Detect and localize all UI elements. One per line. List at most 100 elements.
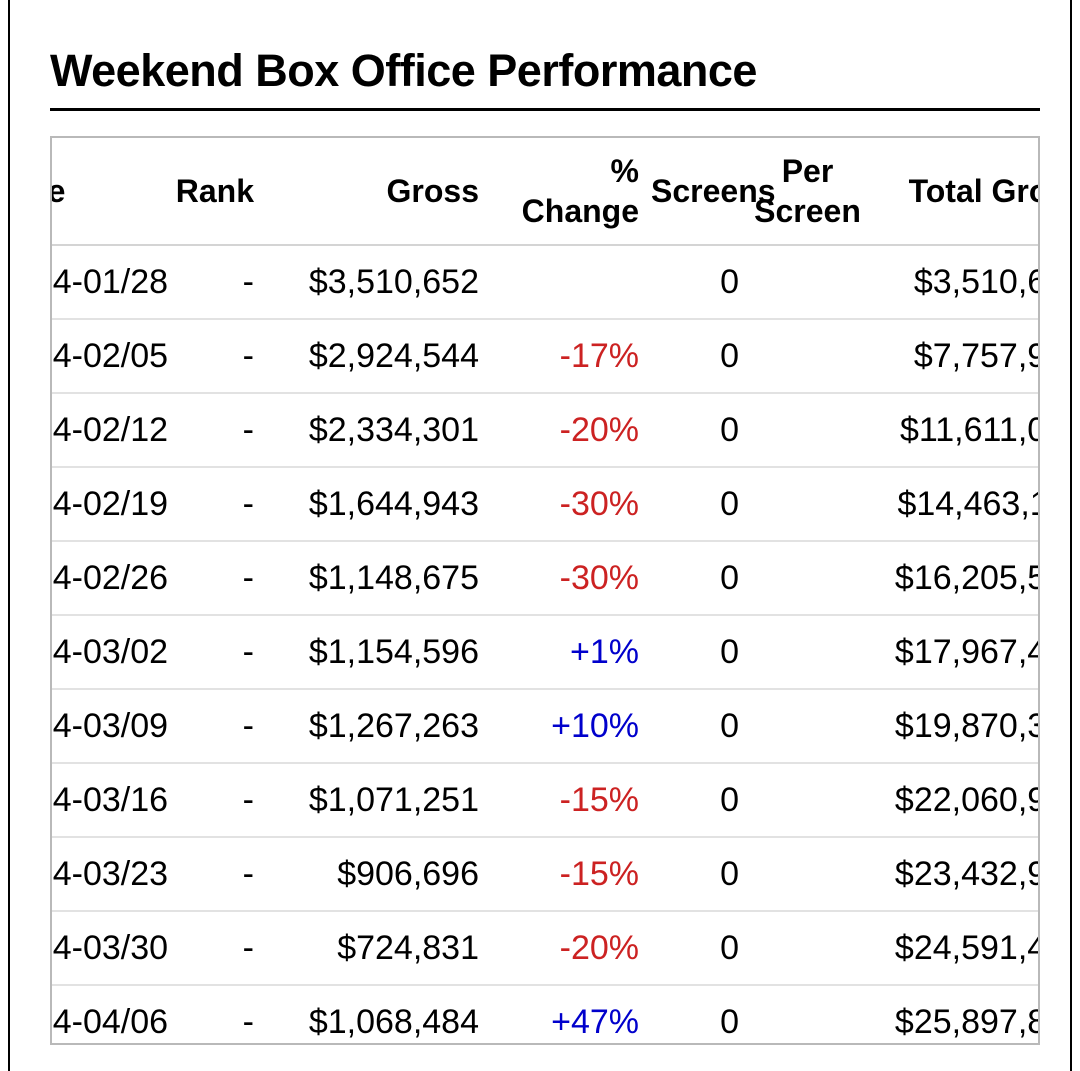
cell-date: 2024-02/12	[52, 392, 168, 467]
cell-screens: 0	[645, 984, 745, 1043]
cell-total-gross: $11,611,073	[870, 392, 1038, 467]
cell-rank: -	[160, 466, 260, 541]
cell-rank: -	[160, 392, 260, 467]
column-header-rank[interactable]: Rank	[160, 138, 260, 246]
table-row[interactable]: 2024-01/28 - $3,510,652 0 $3,510,652	[52, 245, 1038, 319]
table-body: 2024-01/28 - $3,510,652 0 $3,510,652 2024-02/…	[52, 245, 1038, 1043]
cell-percent-change: -17%	[485, 318, 645, 393]
page-title: Weekend Box Office Performance	[50, 45, 757, 97]
cell-per-screen	[745, 910, 870, 985]
column-header-total-gross[interactable]: Total Gross	[870, 138, 1038, 246]
cell-gross: $1,068,484	[260, 984, 485, 1043]
cell-date: 2024-03/02	[52, 614, 168, 689]
cell-total-gross: $3,510,652	[913, 263, 1038, 301]
cell-total-gross: $22,060,985	[870, 762, 1038, 837]
table-row[interactable]: 2024-02/19-$1,644,943-30%0 $14,463,117	[52, 466, 1038, 541]
cell-screens: 0	[645, 466, 745, 541]
cell-percent-change: -15%	[485, 762, 645, 837]
cell-screens: 0	[645, 540, 745, 615]
cell-per-screen	[745, 318, 870, 393]
table-header-row: Date Rank Gross % Change Screens Per Scr…	[52, 138, 1038, 246]
cell-date: 2024-02/19	[52, 466, 168, 541]
cell-date: 2024-02/26	[52, 540, 168, 615]
cell-gross: $1,154,596	[260, 614, 485, 689]
cell-screens: 0	[645, 910, 745, 985]
cell-gross: $906,696	[260, 836, 485, 911]
cell-screens: 0	[645, 688, 745, 763]
table-row[interactable]: 2024-03/30-$724,831-20%0 $24,591,444	[52, 910, 1038, 985]
column-header-per-screen[interactable]: Per Screen	[745, 138, 870, 246]
cell-date: 2024-04/06	[52, 984, 168, 1043]
cell-gross: $1,644,943	[260, 466, 485, 541]
cell-gross: $3,510,652	[308, 263, 479, 301]
cell-gross: $724,831	[260, 910, 485, 985]
cell-total-gross: $25,897,817	[870, 984, 1038, 1043]
cell-rank: -	[160, 836, 260, 911]
cell-percent-change: -30%	[485, 540, 645, 615]
column-header-screens[interactable]: Screens	[645, 138, 776, 246]
table-row[interactable]: 2024-03/02-$1,154,596+1%0 $17,967,499	[52, 614, 1038, 689]
page-border-frame	[8, 0, 1072, 1071]
cell-date: 2024-02/05	[52, 318, 168, 393]
cell-per-screen	[745, 540, 870, 615]
cell-percent-change: -20%	[485, 910, 645, 985]
cell-screens: 0	[645, 836, 745, 911]
cell-rank: -	[160, 984, 260, 1043]
cell-rank: -	[160, 910, 260, 985]
cell-total-gross: $16,205,560	[870, 540, 1038, 615]
cell-date: 2024-03/09	[52, 688, 168, 763]
cell-per-screen	[745, 614, 870, 689]
box-office-table-container[interactable]: Date Rank Gross % Change Screens Per Scr…	[50, 136, 1040, 1045]
column-header-gross[interactable]: Gross	[260, 138, 485, 246]
cell-date: 2024-03/23	[52, 836, 168, 911]
cell-per-screen	[745, 762, 870, 837]
cell-total-gross: $7,757,931	[870, 318, 1038, 393]
table-row[interactable]: 2024-02/12-$2,334,301-20%0 $11,611,073	[52, 392, 1038, 467]
cell-per-screen	[745, 466, 870, 541]
cell-percent-change: +1%	[485, 614, 645, 689]
cell-rank: -	[160, 318, 260, 393]
cell-date: 2024-03/30	[52, 910, 168, 985]
box-office-table: Date Rank Gross % Change Screens Per Scr…	[52, 138, 1038, 1043]
cell-screens: 0	[645, 318, 745, 393]
cell-date: 2024-01/28	[52, 263, 169, 301]
cell-screens: 0	[720, 263, 739, 301]
cell-rank: -	[242, 263, 254, 301]
cell-rank: -	[160, 614, 260, 689]
cell-total-gross: $23,432,917	[870, 836, 1038, 911]
table-row[interactable]: 2024-03/16-$1,071,251-15%0 $22,060,985	[52, 762, 1038, 837]
cell-gross: $1,148,675	[260, 540, 485, 615]
cell-percent-change: -30%	[485, 466, 645, 541]
cell-total-gross: $14,463,117	[870, 466, 1038, 541]
table-row[interactable]: 2024-03/09-$1,267,263+10%0 $19,870,355	[52, 688, 1038, 763]
cell-per-screen	[745, 836, 870, 911]
table-row[interactable]: 2024-02/05-$2,924,544-17%0 $7,757,931	[52, 318, 1038, 393]
cell-rank: -	[160, 540, 260, 615]
cell-gross: $2,924,544	[260, 318, 485, 393]
cell-total-gross: $17,967,499	[870, 614, 1038, 689]
cell-total-gross: $19,870,355	[870, 688, 1038, 763]
cell-percent-change: +47%	[485, 984, 645, 1043]
column-header-date[interactable]: Date	[52, 138, 160, 246]
table-row[interactable]: 2024-02/26-$1,148,675-30%0 $16,205,560	[52, 540, 1038, 615]
cell-percent-change: +10%	[485, 688, 645, 763]
table-row[interactable]: 2024-03/23-$906,696-15%0 $23,432,917	[52, 836, 1038, 911]
cell-rank: -	[160, 688, 260, 763]
table-row[interactable]: 2024-04/06-$1,068,484+47%0 $25,897,817	[52, 984, 1038, 1043]
cell-per-screen	[745, 392, 870, 467]
cell-per-screen	[745, 688, 870, 763]
title-divider	[50, 108, 1040, 111]
cell-gross: $2,334,301	[260, 392, 485, 467]
cell-percent-change: -15%	[485, 836, 645, 911]
cell-screens: 0	[645, 392, 745, 467]
cell-screens: 0	[645, 762, 745, 837]
cell-percent-change: -20%	[485, 392, 645, 467]
column-header-change[interactable]: % Change	[485, 138, 645, 246]
cell-per-screen	[745, 245, 870, 319]
cell-date: 2024-03/16	[52, 762, 168, 837]
cell-percent-change	[485, 245, 645, 319]
table-header: Date Rank Gross % Change Screens Per Scr…	[52, 138, 1038, 246]
cell-screens: 0	[645, 614, 745, 689]
cell-per-screen	[745, 984, 870, 1043]
